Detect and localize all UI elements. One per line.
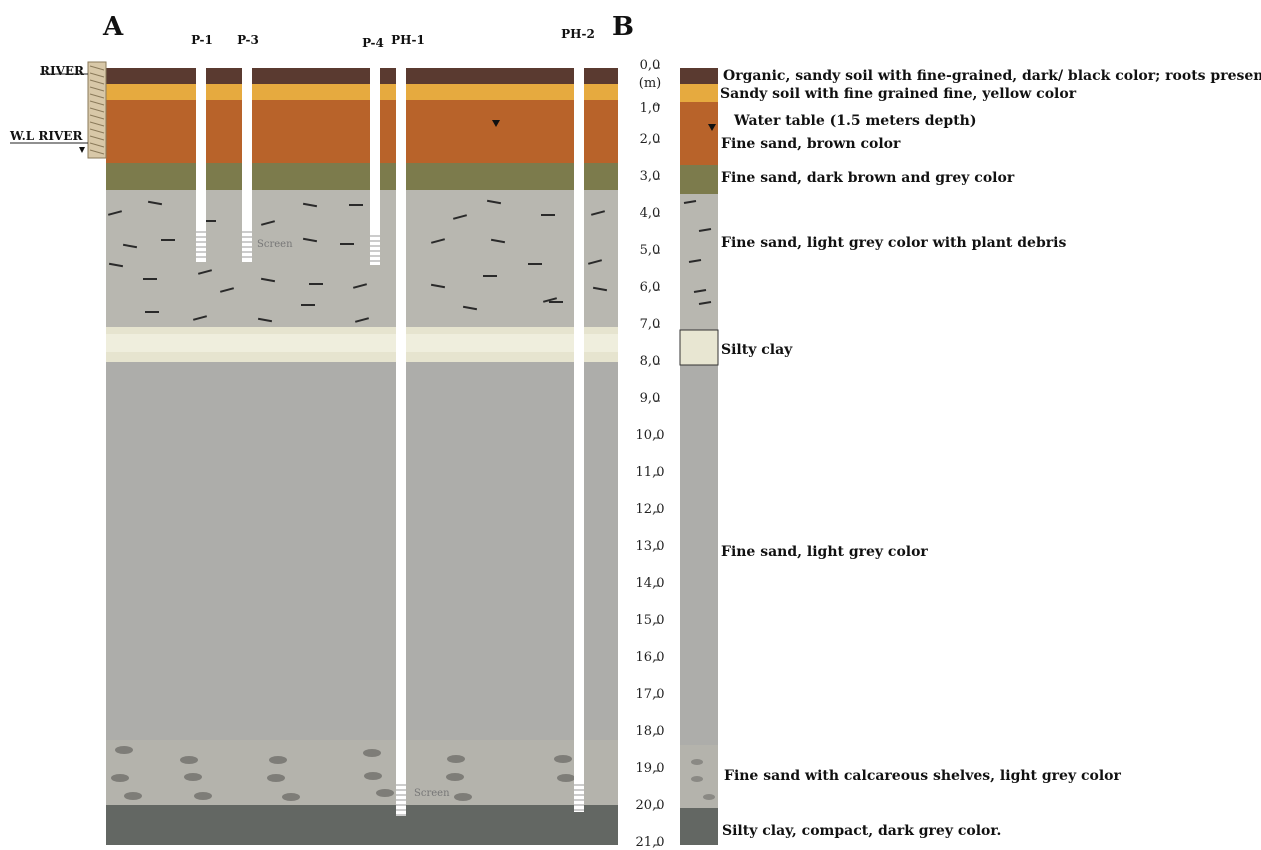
layer-desc-calcareous: Fine sand with calcareous shelves, light…	[724, 768, 1121, 784]
panel-a-layer-light-grey	[106, 362, 618, 740]
calcareous-shell	[111, 774, 129, 782]
panel-b-layer-sandy-yellow	[680, 84, 718, 102]
panel-a-layer-brown	[106, 100, 618, 163]
layer-desc-light-grey: Fine sand, light grey color	[721, 544, 928, 560]
calcareous-shell	[282, 793, 300, 801]
calcareous-shell	[554, 755, 572, 763]
depth-label: 4,0	[640, 206, 661, 221]
screen-label-p3: Screen	[257, 239, 293, 250]
panel-b-layer-organic	[680, 68, 718, 84]
water-table-label: Water table (1.5 meters depth)	[734, 113, 976, 129]
well-casing-ph-2	[574, 68, 584, 812]
panel-b-shell	[703, 794, 715, 800]
panel-b-layer-compact-clay	[680, 808, 718, 845]
depth-label: 16,0	[636, 650, 665, 665]
panel-a-layer-compact-clay	[106, 805, 618, 845]
panel-b-shell	[691, 776, 703, 782]
layer-desc-brown: Fine sand, brown color	[721, 136, 900, 152]
calcareous-shell	[364, 772, 382, 780]
depth-label: 6,0	[640, 280, 661, 295]
layer-desc-organic: Organic, sandy soil with fine-grained, d…	[723, 68, 1261, 84]
panel-b-silty-clay-box	[680, 330, 718, 365]
depth-unit-label: (m)	[639, 76, 661, 91]
panel-a-layer-sandy-yellow	[106, 84, 618, 100]
layer-desc-dark-brown-grey: Fine sand, dark brown and grey color	[721, 170, 1014, 186]
well-casing-p-4	[370, 68, 380, 265]
calcareous-shell	[363, 749, 381, 757]
calcareous-shell	[124, 792, 142, 800]
calcareous-shell	[267, 774, 285, 782]
depth-label: 12,0	[636, 502, 665, 517]
well-casing-p-3	[242, 68, 252, 262]
depth-label: 5,0	[640, 243, 661, 258]
panel-b-layer-dark-brown-grey	[680, 165, 718, 194]
panel-b-layer-brown	[680, 102, 718, 165]
depth-label: 8,0	[640, 354, 661, 369]
depth-label: 14,0	[636, 576, 665, 591]
panel-a-silty-clay-stripe	[106, 334, 618, 352]
panel-b-layer-light-grey	[680, 365, 718, 745]
panel-a-layer-organic	[106, 68, 618, 84]
depth-label: 17,0	[636, 687, 665, 702]
depth-label: 0,0	[640, 58, 661, 73]
wl-river-triangle-icon	[79, 147, 85, 153]
calcareous-shell	[269, 756, 287, 764]
depth-label: 9,0	[640, 391, 661, 406]
layer-desc-compact-clay: Silty clay, compact, dark grey color.	[722, 823, 1001, 839]
depth-label: 21,0	[636, 835, 665, 850]
depth-label: 19,0	[636, 761, 665, 776]
calcareous-shell	[180, 756, 198, 764]
panel-a-layer-plant-debris	[106, 190, 618, 327]
depth-label: 2,0	[640, 132, 661, 147]
screen-label-ph1: Screen	[414, 788, 450, 799]
layer-desc-sandy-yellow: Sandy soil with fine grained fine, yello…	[720, 86, 1076, 102]
well-casing-ph-1	[396, 68, 406, 816]
calcareous-shell	[557, 774, 575, 782]
depth-label: 15,0	[636, 613, 665, 628]
calcareous-shell	[454, 793, 472, 801]
calcareous-shell	[376, 789, 394, 797]
depth-label: 7,0	[640, 317, 661, 332]
panel-a-layer-dark-brown-grey	[106, 163, 618, 190]
calcareous-shell	[446, 773, 464, 781]
calcareous-shell	[194, 792, 212, 800]
depth-label: 1,0	[640, 101, 661, 116]
depth-label: 10,0	[636, 428, 665, 443]
panel-a-layer-calcareous	[106, 740, 618, 805]
calcareous-shell	[447, 755, 465, 763]
depth-label: 11,0	[636, 465, 665, 480]
layer-desc-plant-debris: Fine sand, light grey color with plant d…	[721, 235, 1066, 251]
panel-b-layer-plant-debris	[680, 194, 718, 330]
calcareous-shell	[184, 773, 202, 781]
depth-label: 13,0	[636, 539, 665, 554]
panel-b-shell	[691, 759, 703, 765]
depth-label: 20,0	[636, 798, 665, 813]
layer-desc-silty-clay: Silty clay	[721, 342, 792, 358]
well-casing-p-1	[196, 68, 206, 262]
calcareous-shell	[115, 746, 133, 754]
depth-label: 3,0	[640, 169, 661, 184]
depth-label: 18,0	[636, 724, 665, 739]
